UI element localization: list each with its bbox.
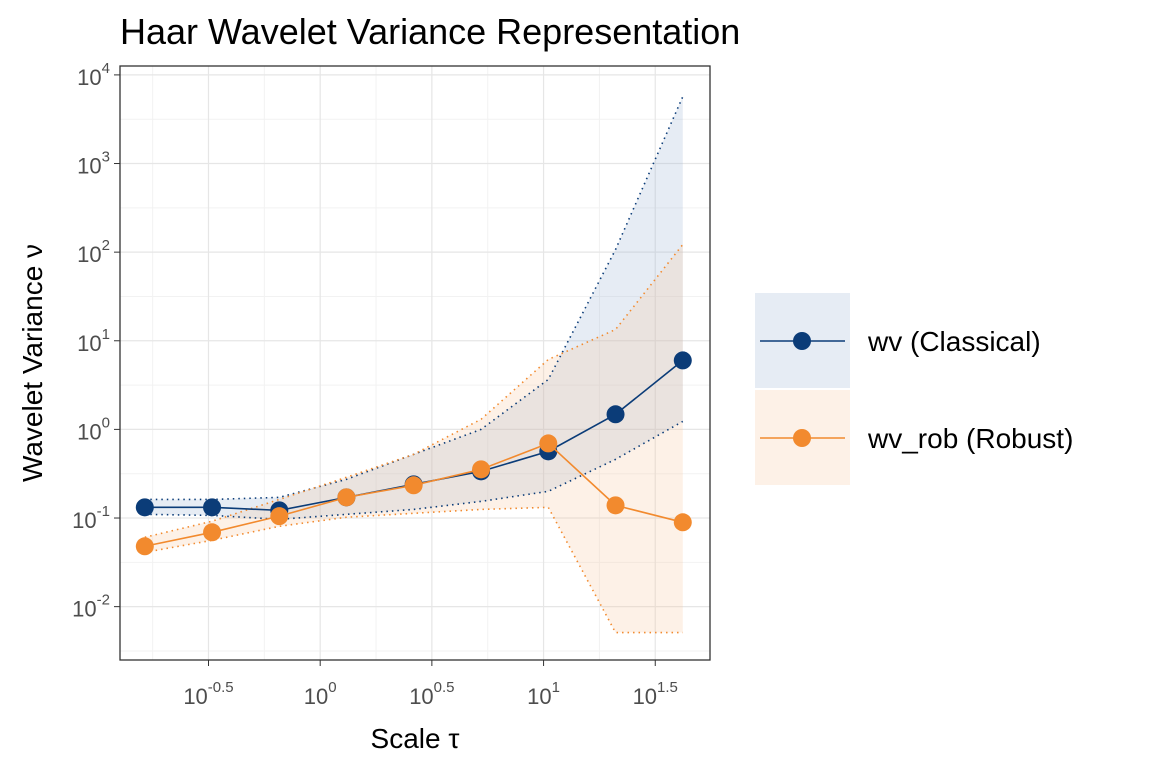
data-point	[673, 351, 692, 370]
tick-base: 10	[633, 684, 657, 709]
tick-label: 10-0.5	[183, 679, 233, 709]
data-point	[539, 434, 558, 453]
tick-exponent: 1.5	[657, 679, 678, 696]
confidence-bound	[144, 243, 684, 539]
legend-key-point	[793, 429, 811, 447]
tick-base: 10	[72, 508, 96, 533]
tick-exponent: 4	[102, 60, 110, 77]
tick-label: 101	[527, 679, 560, 709]
tick-exponent: 0	[328, 679, 336, 696]
confidence-band	[144, 244, 683, 633]
tick-base: 10	[183, 684, 207, 709]
tick-label: 103	[77, 149, 110, 179]
tick-exponent: 1	[102, 326, 110, 343]
legend-key-point	[793, 332, 811, 350]
chart-title: Haar Wavelet Variance Representation	[120, 11, 740, 52]
tick-label: 100.5	[409, 679, 454, 709]
data-point	[606, 496, 625, 515]
tick-label: 104	[77, 60, 110, 90]
tick-exponent: -1	[97, 503, 110, 520]
data-point	[270, 507, 289, 526]
tick-exponent: 3	[102, 149, 110, 166]
tick-label: 10-1	[72, 503, 110, 533]
data-point	[606, 405, 625, 424]
data-point	[135, 498, 154, 517]
tick-base: 10	[72, 597, 96, 622]
tick-base: 10	[77, 242, 101, 267]
tick-exponent: 1	[552, 679, 560, 696]
tick-base: 10	[77, 419, 101, 444]
legend-label: wv (Classical)	[867, 326, 1041, 357]
tick-label: 100	[77, 414, 110, 444]
tick-base: 10	[77, 154, 101, 179]
data-point	[337, 488, 356, 507]
confidence-bound	[144, 506, 683, 634]
data-point	[203, 498, 222, 517]
tick-exponent: 0	[102, 414, 110, 431]
tick-label: 100	[304, 679, 337, 709]
tick-base: 10	[527, 684, 551, 709]
tick-exponent: -0.5	[208, 679, 234, 696]
tick-label: 102	[77, 237, 110, 267]
tick-base: 10	[304, 684, 328, 709]
tick-label: 101.5	[633, 679, 678, 709]
tick-label: 10-2	[72, 592, 110, 622]
tick-base: 10	[77, 65, 101, 90]
data-point	[673, 513, 692, 532]
tick-exponent: -2	[97, 592, 110, 609]
tick-exponent: 2	[102, 237, 110, 254]
x-axis-label: Scale τ	[371, 723, 460, 754]
legend-label: wv_rob (Robust)	[867, 423, 1073, 454]
tick-exponent: 0.5	[434, 679, 455, 696]
panel-border	[119, 65, 711, 661]
tick-base: 10	[409, 684, 433, 709]
data-point	[472, 460, 491, 479]
y-axis-label: Wavelet Variance ν	[17, 244, 48, 482]
data-point	[404, 476, 423, 495]
data-point	[135, 537, 154, 556]
data-point	[203, 523, 222, 542]
tick-base: 10	[77, 331, 101, 356]
confidence-band	[144, 96, 683, 520]
tick-label: 101	[77, 326, 110, 356]
